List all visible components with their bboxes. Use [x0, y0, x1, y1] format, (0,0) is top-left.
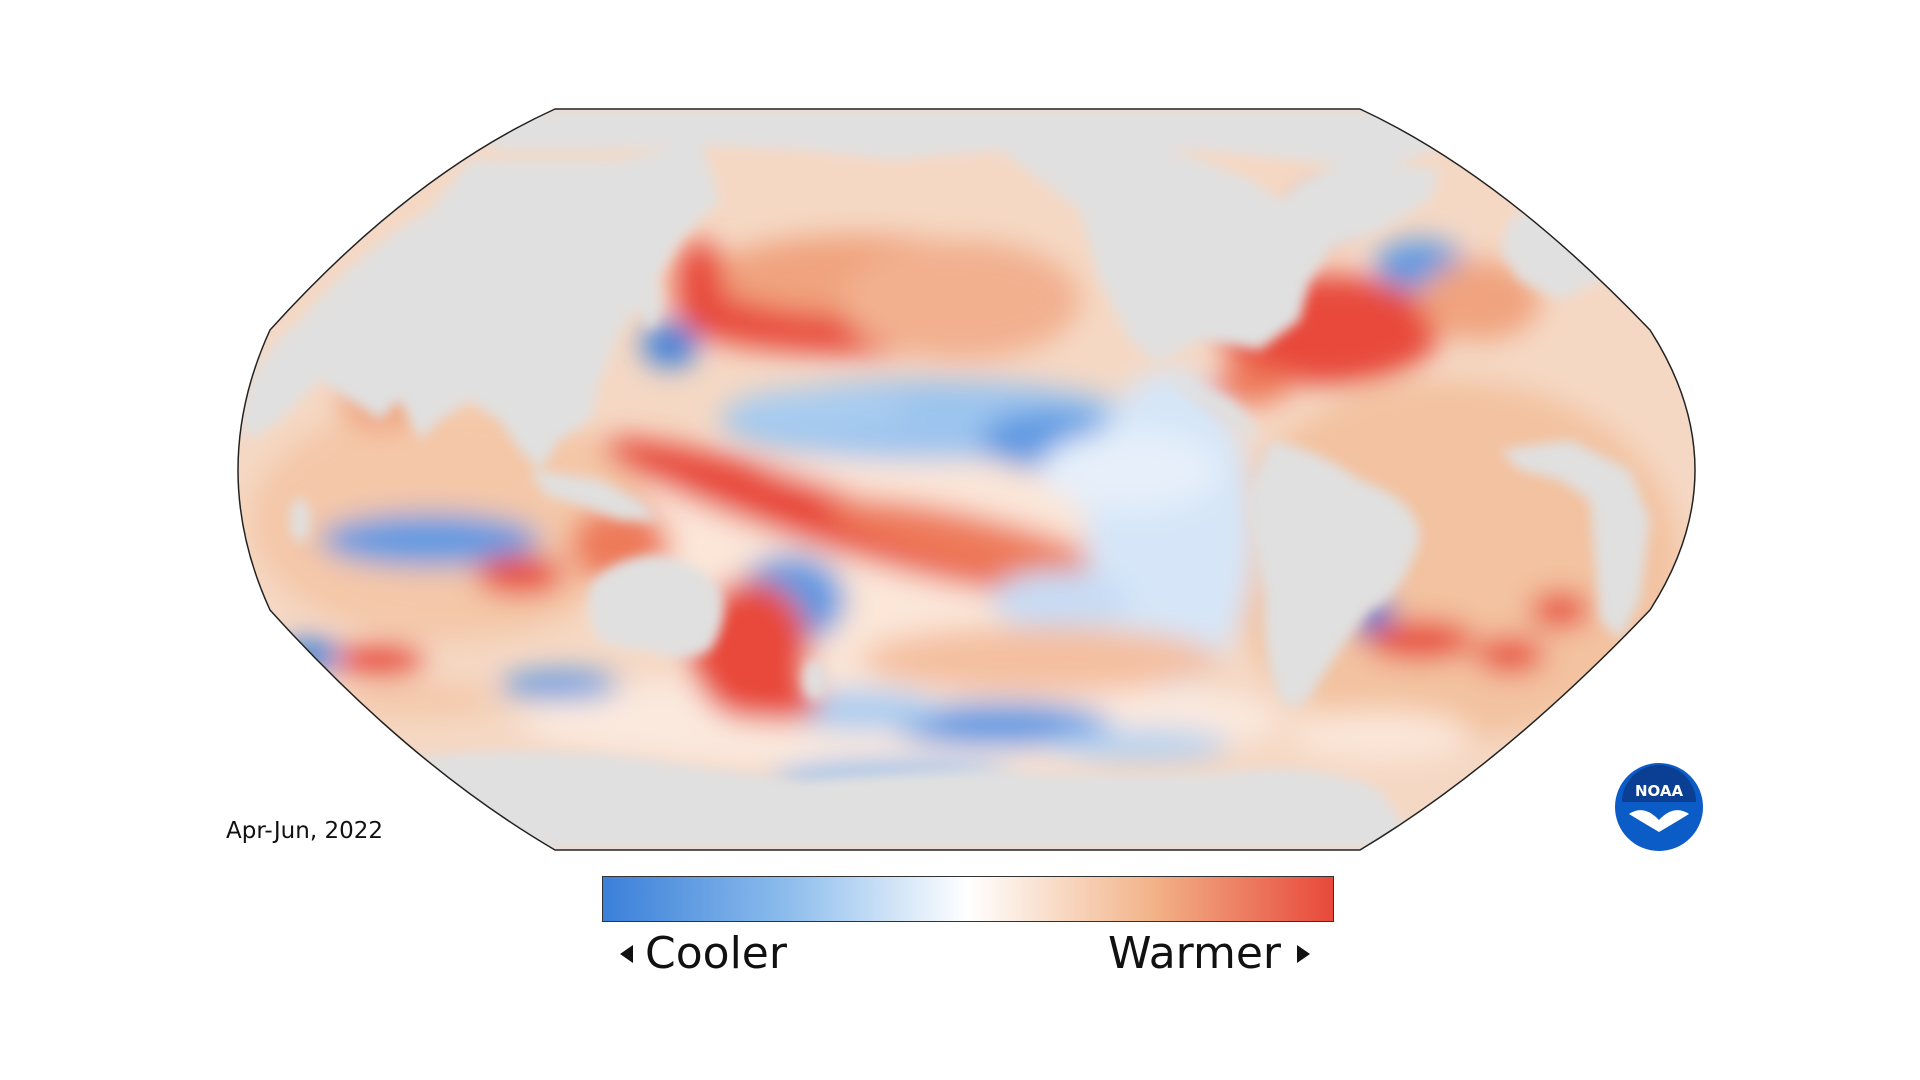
logo-top [1622, 765, 1696, 802]
land-south-america [1245, 440, 1420, 707]
land-masses [238, 109, 1680, 850]
legend-warmer-label: Warmer [1108, 928, 1281, 979]
land-japan [640, 272, 660, 328]
noaa-logo-icon: NOAA [1615, 763, 1703, 851]
period-label: Apr-Jun, 2022 [226, 818, 383, 844]
land-europe [1500, 140, 1680, 300]
logo-bird [1629, 810, 1689, 832]
legend-cooler: Cooler [620, 928, 787, 979]
land-asia-west [238, 140, 720, 470]
land-new-zealand [803, 660, 827, 700]
land-australia [588, 555, 724, 658]
land-madagascar [290, 498, 310, 542]
land-indonesia [530, 470, 660, 520]
land-north-america [880, 130, 1440, 440]
land-arctic [420, 109, 1500, 170]
left-arrow-icon [620, 944, 633, 963]
colorbar [602, 876, 1334, 922]
legend-warmer: Warmer [1108, 928, 1310, 979]
legend-cooler-label: Cooler [645, 928, 787, 979]
right-arrow-icon [1297, 944, 1310, 963]
land-africa [1500, 440, 1650, 640]
logo-text: NOAA [1635, 782, 1684, 800]
map-outline [237, 108, 1696, 851]
land-antarctica [400, 751, 1420, 850]
